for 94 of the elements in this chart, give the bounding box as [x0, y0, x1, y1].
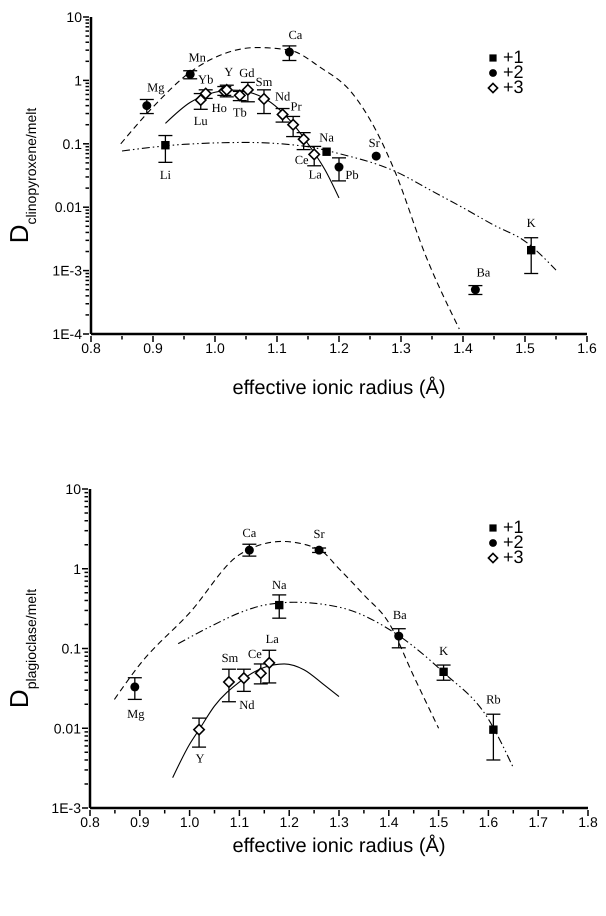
- annotation: Gd: [239, 66, 256, 80]
- annotation: Lu: [194, 114, 208, 128]
- x-tick-label: 1.4: [453, 340, 473, 356]
- annotation: Mg: [127, 706, 146, 721]
- annotation: Sr: [368, 136, 381, 150]
- x-axis-title: effective ionic radius (Å): [232, 834, 446, 857]
- point: [308, 148, 320, 160]
- annotation: Mn: [188, 50, 207, 64]
- x-tick-label: 1.3: [391, 340, 411, 356]
- x-tick-label: 1.7: [528, 814, 548, 830]
- x-tick-label: 0.9: [143, 340, 163, 356]
- y-tick-label: 1: [73, 560, 82, 577]
- annotation: Na: [319, 130, 334, 145]
- annotation: Ce: [294, 153, 310, 168]
- annotation: La: [266, 632, 280, 646]
- annotation: Pb: [345, 168, 359, 182]
- point: [322, 148, 331, 156]
- y-tick-label: 10: [65, 481, 82, 497]
- x-tick-label: 1.6: [577, 340, 597, 356]
- point: [161, 141, 170, 150]
- point: [258, 92, 270, 105]
- point: [238, 672, 250, 684]
- point: [527, 246, 536, 254]
- x-tick-label: 1.8: [578, 814, 598, 830]
- point: [287, 118, 300, 131]
- annotation: Nd: [239, 698, 256, 712]
- point: [244, 546, 254, 555]
- annotation: Sm: [256, 74, 273, 89]
- x-tick-label: 1.0: [205, 340, 225, 356]
- point: [275, 600, 284, 610]
- x-tick-label: 0.8: [81, 340, 101, 356]
- annotation: Y: [224, 64, 234, 79]
- point: [489, 725, 498, 734]
- annotation: Li: [160, 168, 172, 182]
- x-tick-label: 1.1: [230, 814, 250, 830]
- y-tick-label: 0.01: [54, 720, 82, 736]
- annotation: Sr: [314, 527, 326, 542]
- annotation: La: [308, 167, 322, 182]
- x-tick-label: 1.5: [428, 814, 449, 830]
- point: [439, 668, 448, 676]
- annotation: Tb: [232, 105, 247, 120]
- point: [372, 152, 381, 161]
- annotation: K: [439, 644, 448, 658]
- annotation: Sm: [222, 651, 239, 666]
- y-tick-label: 0.1: [62, 640, 82, 656]
- point: [193, 724, 206, 736]
- point: [470, 285, 480, 294]
- y-tick-label: 1: [74, 72, 82, 88]
- annotation: K: [526, 216, 536, 230]
- x-tick-label: 1.6: [478, 814, 498, 830]
- point: [314, 546, 324, 555]
- y-tick-label: 1E-3: [51, 800, 82, 816]
- x-tick-label: 1.0: [180, 814, 200, 830]
- x-tick-label: 1.5: [515, 340, 535, 356]
- point: [194, 94, 207, 106]
- annotation: Y: [196, 752, 205, 766]
- annotation: Pr: [290, 100, 303, 114]
- x-tick-label: 0.9: [130, 814, 150, 830]
- x-axis-title: effective ionic radius (Å): [232, 376, 446, 399]
- point: [142, 101, 152, 110]
- y-tick-label: 0.1: [62, 136, 82, 152]
- y-tick-label: 1E-3: [52, 262, 82, 279]
- x-tick-label: 1.3: [329, 814, 349, 830]
- y-tick-label: 0.01: [54, 199, 82, 216]
- x-tick-label: 0.8: [80, 814, 100, 830]
- y-tick-label: 1E-4: [52, 326, 82, 342]
- point: [254, 667, 267, 680]
- annotation: Yb: [198, 72, 214, 87]
- legend-label: +3: [503, 547, 524, 567]
- annotation: Mg: [147, 80, 166, 95]
- x-tick-label: 1.2: [279, 814, 300, 830]
- point: [186, 70, 195, 79]
- annotation: Ca: [242, 526, 257, 540]
- annotation: Ca: [288, 28, 303, 42]
- legend-label: +3: [503, 77, 524, 97]
- annotation: Ho: [212, 101, 227, 116]
- x-tick-label: 1.2: [329, 340, 349, 356]
- annotation: Na: [272, 578, 287, 592]
- point: [284, 48, 294, 57]
- x-tick-label: 1.1: [267, 340, 287, 356]
- point: [242, 84, 254, 96]
- annotation: Ba: [392, 608, 408, 622]
- annotation: Nd: [274, 89, 291, 104]
- y-tick-label: 10: [66, 9, 82, 25]
- point: [298, 133, 310, 146]
- point: [334, 162, 344, 172]
- point: [394, 632, 404, 641]
- point: [263, 656, 276, 669]
- x-tick-label: 1.4: [379, 814, 399, 830]
- point: [222, 676, 235, 688]
- annotation: Ce: [248, 647, 262, 662]
- point: [130, 682, 140, 692]
- annotation: Rb: [486, 692, 501, 707]
- annotation: Ba: [476, 266, 491, 280]
